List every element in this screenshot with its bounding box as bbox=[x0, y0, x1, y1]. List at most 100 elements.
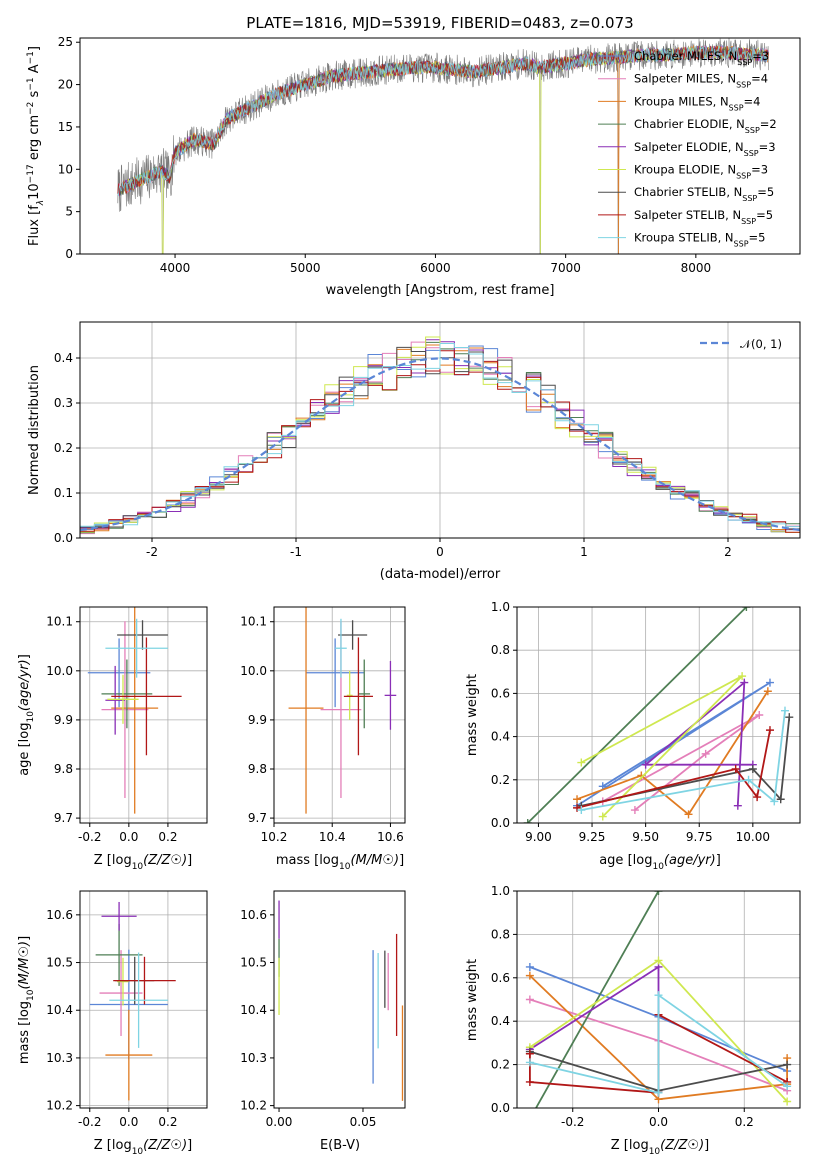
mass-weight-marker bbox=[654, 891, 663, 895]
y-tick-label: 0.6 bbox=[491, 971, 510, 985]
y-tick-label: 25 bbox=[58, 35, 73, 49]
mass-weight-marker bbox=[630, 806, 639, 815]
y-tick-label: 0.8 bbox=[491, 927, 510, 941]
x-tick-label: -0.2 bbox=[78, 830, 101, 844]
legend-entry: 𝒩(0, 1) bbox=[740, 337, 782, 351]
x-tick-label: 10.00 bbox=[736, 830, 770, 844]
x-tick-label: 5000 bbox=[290, 261, 321, 275]
mass-weight-marker bbox=[763, 687, 772, 696]
plot-area bbox=[525, 891, 792, 1108]
axes-frame bbox=[79, 606, 208, 824]
x-tick-label: 10.4 bbox=[319, 830, 346, 844]
mass-weight-marker bbox=[525, 1049, 534, 1058]
mass-vs-extinction-panel: 0.00 0.05 10.2 10.3 10.4 10.5 10.6 E(B-V) bbox=[240, 890, 406, 1153]
x-tick-label: 9.00 bbox=[525, 830, 552, 844]
plot-area bbox=[288, 607, 397, 814]
y-tick-label: 0.1 bbox=[54, 486, 73, 500]
y-tick-label: 20 bbox=[58, 78, 73, 92]
x-tick-label: 0.05 bbox=[350, 1115, 377, 1129]
y-tick-label: 10.3 bbox=[46, 1051, 73, 1065]
plot-area bbox=[80, 336, 800, 535]
x-axis-label: wavelength [Angstrom, rest frame] bbox=[326, 283, 555, 298]
mass-weight-vs-metallicity-panel: -0.2 0.0 0.2 0.0 0.2 0.4 0.6 0.8 1.0 Z [log10(Z/Z… bbox=[465, 884, 801, 1157]
legend-entry: Salpeter ELODIE, NSSP=3 bbox=[634, 140, 776, 158]
axes-frame bbox=[79, 37, 801, 255]
x-tick-label: -2 bbox=[146, 545, 158, 559]
y-tick-label: 9.7 bbox=[54, 811, 73, 825]
y-axis-label: Flux [fλ10−17 erg cm−2 s−1 A−1] bbox=[26, 46, 46, 246]
y-tick-label: 1.0 bbox=[491, 884, 510, 898]
mass-weight-marker bbox=[641, 760, 650, 769]
y-tick-label: 0.6 bbox=[491, 686, 510, 700]
model-spectrum-line bbox=[117, 44, 769, 197]
x-tick-label: 0.2 bbox=[158, 1115, 177, 1129]
y-tick-label: 0 bbox=[65, 247, 73, 261]
y-tick-label: 0.3 bbox=[54, 396, 73, 410]
mass-weight-marker bbox=[765, 678, 774, 687]
x-axis-label: E(B-V) bbox=[320, 1138, 360, 1153]
model-spectrum-line bbox=[117, 45, 769, 196]
age-vs-mass-panel: 10.2 10.4 10.6 9.7 9.8 9.9 10.0 10.1 mass [log10… bbox=[240, 606, 406, 872]
y-tick-label: 0.4 bbox=[491, 1014, 510, 1028]
y-tick-label: 9.8 bbox=[248, 762, 267, 776]
mass-weight-marker bbox=[598, 812, 607, 821]
y-axis-label: age [log10(age/yr)] bbox=[17, 654, 36, 776]
mass-weight-marker bbox=[523, 819, 532, 823]
legend-entry: Kroupa ELODIE, NSSP=3 bbox=[634, 163, 768, 181]
mass-weight-line bbox=[576, 729, 771, 809]
y-tick-label: 1.0 bbox=[491, 600, 510, 614]
y-tick-label: 10.6 bbox=[240, 908, 267, 922]
y-tick-label: 0.8 bbox=[491, 643, 510, 657]
mass-weight-marker bbox=[577, 758, 586, 767]
y-axis-label: mass [log10(M/M☉)] bbox=[17, 936, 36, 1064]
axes-frame bbox=[273, 890, 406, 1109]
x-tick-label: 0.2 bbox=[735, 1115, 754, 1129]
y-tick-label: 10.0 bbox=[46, 664, 73, 678]
mass-weight-marker bbox=[525, 962, 534, 971]
mass-weight-marker bbox=[654, 956, 663, 965]
plot-area bbox=[87, 607, 182, 814]
y-tick-label: 10.6 bbox=[46, 908, 73, 922]
x-tick-label: 9.75 bbox=[686, 830, 713, 844]
x-tick-label: -1 bbox=[290, 545, 302, 559]
mass-weight-marker bbox=[684, 810, 693, 819]
legend-entry: Chabrier STELIB, NSSP=5 bbox=[634, 185, 774, 203]
y-tick-label: 0.4 bbox=[491, 730, 510, 744]
x-tick-label: 1 bbox=[580, 545, 588, 559]
x-tick-label: 10.2 bbox=[261, 830, 288, 844]
plot-area bbox=[523, 607, 794, 823]
axes-frame bbox=[516, 606, 801, 824]
x-tick-label: 0.0 bbox=[119, 830, 138, 844]
mass-weight-marker bbox=[525, 995, 534, 1004]
y-tick-label: 10 bbox=[58, 162, 73, 176]
x-tick-label: 8000 bbox=[681, 261, 712, 275]
mass-weight-marker bbox=[577, 806, 586, 815]
gaussian-curve bbox=[80, 357, 800, 532]
y-axis-label: mass weight bbox=[465, 959, 480, 1041]
mass-weight-marker bbox=[654, 1088, 663, 1097]
mass-weight-marker bbox=[744, 775, 753, 784]
x-tick-label: 4000 bbox=[160, 261, 191, 275]
x-axis-label: age [log10(age/yr)] bbox=[599, 853, 721, 872]
y-tick-label: 10.4 bbox=[46, 1003, 73, 1017]
x-tick-label: 9.25 bbox=[579, 830, 606, 844]
mass-weight-marker bbox=[525, 1058, 534, 1067]
x-axis-label: mass [log10(M/M☉)] bbox=[276, 853, 404, 872]
residuals-panel: -2 -1 0 1 2 0.0 0.1 0.2 0.3 0.4 (data-model)/error… bbox=[27, 321, 801, 582]
mass-weight-marker bbox=[525, 971, 534, 980]
y-tick-label: 0.2 bbox=[491, 773, 510, 787]
mass-weight-marker bbox=[783, 1060, 792, 1069]
age-vs-metallicity-panel: -0.2 0.0 0.2 9.7 9.8 9.9 10.0 10.1 Z [log10(Z/Z☉… bbox=[17, 606, 208, 872]
plot-area bbox=[117, 38, 769, 254]
y-tick-label: 5 bbox=[65, 205, 73, 219]
mass-weight-marker bbox=[753, 793, 762, 802]
mass-weight-marker bbox=[733, 801, 742, 810]
mass-weight-marker bbox=[785, 713, 794, 722]
mass-weight-marker bbox=[573, 795, 582, 804]
x-tick-label: 7000 bbox=[550, 261, 581, 275]
mass-weight-marker bbox=[742, 607, 751, 611]
x-tick-label: 0.2 bbox=[158, 830, 177, 844]
legend-entry: Kroupa STELIB, NSSP=5 bbox=[634, 231, 765, 249]
x-tick-label: 9.50 bbox=[632, 830, 659, 844]
legend-entry: Chabrier MILES, NSSP=3 bbox=[634, 49, 769, 67]
